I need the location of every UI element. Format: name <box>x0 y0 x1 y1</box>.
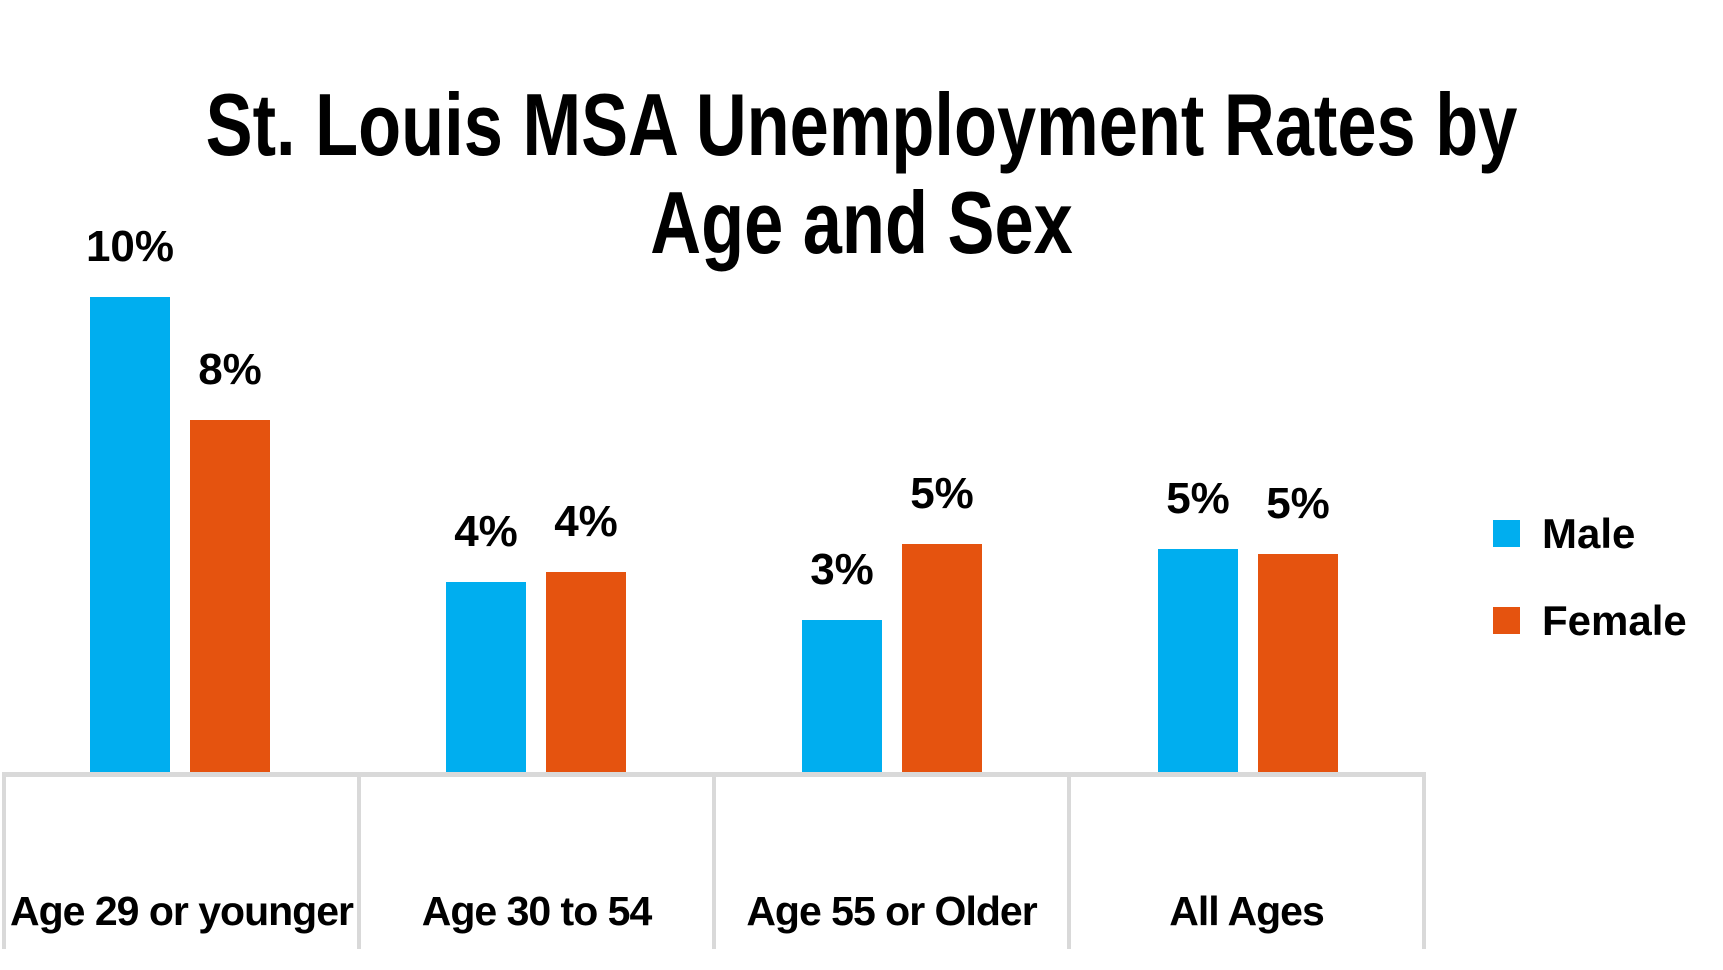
bar-female-2 <box>902 544 982 772</box>
chart-title: St. Louis MSA Unemployment Rates by Age … <box>172 76 1550 272</box>
legend-swatch-male <box>1493 520 1520 547</box>
legend: Male Female <box>1493 507 1687 647</box>
bar-label-female-0: 8% <box>198 345 262 394</box>
bar-label-female-1: 4% <box>554 497 618 546</box>
bar-male-1 <box>446 582 526 772</box>
legend-label: Female <box>1542 596 1687 644</box>
legend-label: Male <box>1542 509 1636 557</box>
category-label: Age 30 to 54 <box>421 888 653 934</box>
bar-label-male-2: 3% <box>810 545 874 594</box>
bar-label-female-3: 5% <box>1266 479 1330 528</box>
bar-label-male-3: 5% <box>1166 474 1230 523</box>
category-cell-0: Age 29 or younger <box>2 777 361 949</box>
category-label: All Ages <box>1169 888 1325 934</box>
bar-label-male-1: 4% <box>454 507 518 556</box>
category-label: Age 29 or younger <box>10 888 354 934</box>
bar-female-0 <box>190 420 270 772</box>
legend-item-male: Male <box>1493 507 1687 560</box>
bar-female-3 <box>1258 554 1338 772</box>
bar-label-male-0: 10% <box>85 222 175 271</box>
bar-male-3 <box>1158 549 1238 772</box>
category-label: Age 55 or Older <box>746 888 1037 934</box>
legend-item-female: Female <box>1493 594 1687 647</box>
category-cell-3: All Ages <box>1071 777 1426 949</box>
bar-male-2 <box>802 620 882 772</box>
bar-male-0 <box>90 297 170 772</box>
category-cell-2: Age 55 or Older <box>716 777 1071 949</box>
chart-title-line-1: St. Louis MSA Unemployment Rates by <box>205 75 1518 174</box>
chart-title-line-2: Age and Sex <box>650 173 1073 272</box>
category-cell-1: Age 30 to 54 <box>361 777 716 949</box>
bar-female-1 <box>546 572 626 772</box>
category-axis: Age 29 or younger Age 30 to 54 Age 55 or O… <box>2 772 1426 949</box>
bar-label-female-2: 5% <box>910 469 974 518</box>
legend-swatch-female <box>1493 607 1520 634</box>
